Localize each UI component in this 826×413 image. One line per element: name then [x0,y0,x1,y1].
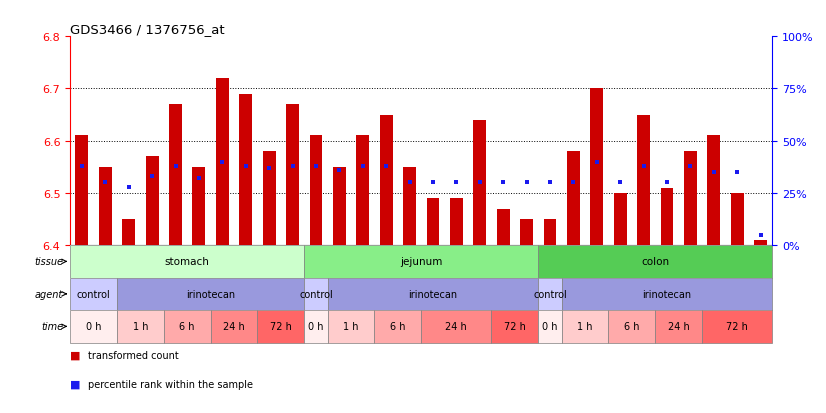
Bar [496,209,510,246]
Bar [731,193,743,246]
Bar [356,136,369,246]
Bar [240,95,252,246]
Text: ■: ■ [70,379,81,389]
Text: 1 h: 1 h [577,322,593,332]
Bar [539,246,772,278]
Bar [544,219,557,246]
Bar [539,278,562,311]
Text: irinotecan: irinotecan [408,289,458,299]
Text: control: control [299,289,333,299]
Bar [70,278,117,311]
Bar [192,167,206,246]
Bar [403,167,416,246]
Text: 72 h: 72 h [726,322,748,332]
Text: 24 h: 24 h [223,322,244,332]
Bar [567,152,580,246]
Text: irinotecan: irinotecan [186,289,235,299]
Text: 6 h: 6 h [390,322,406,332]
Bar [304,278,328,311]
Bar [328,278,539,311]
Text: irinotecan: irinotecan [643,289,691,299]
Bar [591,89,603,246]
Bar [684,152,697,246]
Text: 6 h: 6 h [624,322,639,332]
Bar [304,311,328,343]
Bar [169,105,182,246]
Bar [421,311,491,343]
Bar [450,199,463,246]
Bar [328,311,374,343]
Text: 1 h: 1 h [344,322,358,332]
Text: jejunum: jejunum [400,257,443,267]
Bar [491,311,539,343]
Bar [562,278,772,311]
Bar [99,167,112,246]
Bar [661,188,673,246]
Bar [258,311,304,343]
Text: 72 h: 72 h [504,322,526,332]
Bar [75,136,88,246]
Bar [164,311,211,343]
Text: 72 h: 72 h [270,322,292,332]
Text: 24 h: 24 h [668,322,690,332]
Text: 0 h: 0 h [542,322,558,332]
Bar [539,311,562,343]
Bar [637,115,650,246]
Text: control: control [77,289,111,299]
Text: ■: ■ [70,350,81,360]
Text: percentile rank within the sample: percentile rank within the sample [88,379,254,389]
Bar [70,246,304,278]
Bar [117,278,304,311]
Bar [304,246,539,278]
Text: colon: colon [641,257,669,267]
Text: control: control [533,289,567,299]
Text: transformed count: transformed count [88,350,179,360]
Text: agent: agent [35,289,64,299]
Bar [609,311,655,343]
Bar [754,240,767,246]
Bar [655,311,702,343]
Text: 0 h: 0 h [86,322,102,332]
Bar [520,219,533,246]
Bar [473,121,487,246]
Bar [707,136,720,246]
Bar [145,157,159,246]
Bar [216,79,229,246]
Bar [310,136,322,246]
Bar [426,199,439,246]
Bar [117,311,164,343]
Bar [263,152,276,246]
Bar [122,219,135,246]
Bar [374,311,421,343]
Bar [286,105,299,246]
Text: 24 h: 24 h [445,322,468,332]
Bar [333,167,346,246]
Text: time: time [41,322,64,332]
Text: 6 h: 6 h [179,322,195,332]
Text: 0 h: 0 h [308,322,324,332]
Text: stomach: stomach [165,257,210,267]
Bar [562,311,609,343]
Bar [211,311,258,343]
Text: GDS3466 / 1376756_at: GDS3466 / 1376756_at [70,23,225,36]
Text: tissue: tissue [34,257,64,267]
Text: 1 h: 1 h [133,322,148,332]
Bar [614,193,627,246]
Bar [380,115,392,246]
Bar [702,311,772,343]
Bar [70,311,117,343]
